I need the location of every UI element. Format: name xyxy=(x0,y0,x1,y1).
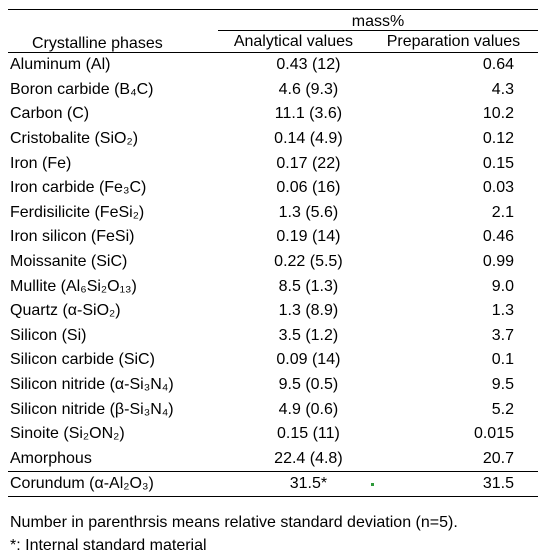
analytical-value-cell: 0.22 (5.5) xyxy=(274,253,343,271)
phase-name-cell: Ferdisilicite (FeSi₂) xyxy=(10,203,145,221)
table-row: Quartz (α-SiO₂) 1.3 (8.9) 1.3 xyxy=(8,299,538,324)
phase-name-cell: Sinoite (Si₂ON₂) xyxy=(10,425,125,443)
table-row: Silicon nitride (α-Si₃N₄) 9.5 (0.5) 9.5 xyxy=(8,373,538,398)
column-header-preparation: Preparation values xyxy=(368,30,538,53)
phase-name-cell: Silicon nitride (α-Si₃N₄) xyxy=(10,376,174,394)
preparation-value-cell: 3.7 xyxy=(491,326,514,344)
table-row: Iron (Fe) 0.17 (22) 0.15 xyxy=(8,151,538,176)
preparation-value-cell: 0.46 xyxy=(482,228,514,246)
analytical-value-cell: 0.15 (11) xyxy=(276,425,340,443)
table-notes: Number in parenthrsis means relative sta… xyxy=(10,511,458,557)
table-row: Silicon nitride (β-Si₃N₄) 4.9 (0.6) 5.2 xyxy=(8,397,538,422)
phase-name-cell: Corundum (α-Al₂O₃) xyxy=(8,471,218,498)
phase-name-cell: Silicon nitride (β-Si₃N₄) xyxy=(10,400,174,418)
preparation-value-cell: 2.1 xyxy=(491,203,514,221)
phase-name-cell: Iron carbide (Fe₃C) xyxy=(10,179,147,197)
preparation-value-cell: 31.5 xyxy=(368,471,538,498)
table-row: Silicon (Si) 3.5 (1.2) 3.7 xyxy=(8,324,538,349)
analytical-value-cell: 31.5* xyxy=(217,471,369,498)
analytical-value-cell: 0.43 (12) xyxy=(276,56,341,74)
note-rsd: Number in parenthrsis means relative sta… xyxy=(10,514,458,531)
preparation-value-cell: 0.12 xyxy=(482,130,514,148)
phase-name-cell: Amorphous xyxy=(10,449,92,467)
analytical-value-cell: 0.06 (16) xyxy=(276,179,341,197)
table-row: Carbon (C) 11.1 (3.6) 10.2 xyxy=(8,102,538,127)
phase-name-cell: Aluminum (Al) xyxy=(10,56,111,74)
analytical-value-cell: 4.9 (0.6) xyxy=(278,400,339,418)
table-row: Corundum (α-Al₂O₃) 31.5* 31.5 xyxy=(8,471,538,498)
preparation-value-cell: 0.99 xyxy=(482,253,514,271)
preparation-value-cell: 9.0 xyxy=(491,277,514,295)
preparation-value-cell: 1.3 xyxy=(491,302,514,320)
preparation-value-cell: 5.2 xyxy=(491,400,514,418)
preparation-value-cell: 0.64 xyxy=(482,56,514,74)
analytical-value-cell: 3.5 (1.2) xyxy=(278,326,339,344)
phase-name-cell: Carbon (C) xyxy=(10,105,90,123)
table-row: Sinoite (Si₂ON₂) 0.15 (11) 0.015 xyxy=(8,422,538,447)
table-row: Iron silicon (FeSi) 0.19 (14) 0.46 xyxy=(8,225,538,250)
analytical-value-cell: 0.14 (4.9) xyxy=(274,130,343,148)
phase-name-cell: Cristobalite (SiO₂) xyxy=(10,130,139,148)
phase-name-cell: Iron (Fe) xyxy=(10,154,72,172)
phase-name-cell: Silicon (Si) xyxy=(10,326,87,344)
column-header-analytical: Analytical values xyxy=(217,30,369,53)
preparation-value-cell: 20.7 xyxy=(482,449,514,467)
analytical-value-cell: 4.6 (9.3) xyxy=(278,80,339,98)
stray-mark xyxy=(371,483,374,486)
phase-name-cell: Moissanite (SiC) xyxy=(10,253,128,271)
preparation-value-cell: 0.015 xyxy=(473,425,514,443)
table-row: Mullite (Al₆Si₂O₁₃) 8.5 (1.3) 9.0 xyxy=(8,274,538,299)
phase-name-cell: Quartz (α-SiO₂) xyxy=(10,302,121,320)
analytical-value-cell: 0.09 (14) xyxy=(276,351,341,369)
analytical-value-cell: 11.1 (3.6) xyxy=(274,105,343,123)
analytical-value-cell: 8.5 (1.3) xyxy=(278,277,339,295)
analytical-value-cell: 1.3 (5.6) xyxy=(278,203,339,221)
crystalline-phases-table: Crystalline phases mass% Analytical valu… xyxy=(8,9,538,498)
preparation-value-cell: 9.5 xyxy=(491,376,514,394)
phase-name-cell: Mullite (Al₆Si₂O₁₃) xyxy=(10,277,137,295)
phase-name-cell: Boron carbide (B₄C) xyxy=(10,80,154,98)
phase-name-cell: Silicon carbide (SiC) xyxy=(10,351,155,369)
table-row: Cristobalite (SiO₂) 0.14 (4.9) 0.12 xyxy=(8,127,538,152)
table-row: Amorphous 22.4 (4.8) 20.7 xyxy=(8,447,538,472)
analytical-value-cell: 1.3 (8.9) xyxy=(278,302,339,320)
analytical-value-cell: 0.19 (14) xyxy=(276,228,341,246)
table-row: Silicon carbide (SiC) 0.09 (14) 0.1 xyxy=(8,348,538,373)
table-row: Moissanite (SiC) 0.22 (5.5) 0.99 xyxy=(8,250,538,275)
table-row: Boron carbide (B₄C) 4.6 (9.3) 4.3 xyxy=(8,78,538,103)
table-row: Ferdisilicite (FeSi₂) 1.3 (5.6) 2.1 xyxy=(8,201,538,226)
preparation-value-cell: 4.3 xyxy=(491,80,514,98)
column-header-phases: Crystalline phases xyxy=(8,9,218,53)
preparation-value-cell: 0.03 xyxy=(482,179,514,197)
analytical-value-cell: 0.17 (22) xyxy=(276,154,341,172)
preparation-value-cell: 10.2 xyxy=(482,105,514,123)
column-group-header-mass: mass% xyxy=(217,9,538,31)
analytical-value-cell: 9.5 (0.5) xyxy=(278,376,339,394)
preparation-value-cell: 0.15 xyxy=(482,154,514,172)
phase-name-cell: Iron silicon (FeSi) xyxy=(10,228,135,246)
table-body: Aluminum (Al) 0.43 (12) 0.64 Boron carbide … xyxy=(8,53,538,498)
table-row: Iron carbide (Fe₃C) 0.06 (16) 0.03 xyxy=(8,176,538,201)
preparation-value-cell: 0.1 xyxy=(491,351,514,369)
table-row: Aluminum (Al) 0.43 (12) 0.64 xyxy=(8,53,538,78)
analytical-value-cell: 22.4 (4.8) xyxy=(274,449,343,467)
note-internal-standard: *: Internal standard material xyxy=(10,537,207,554)
